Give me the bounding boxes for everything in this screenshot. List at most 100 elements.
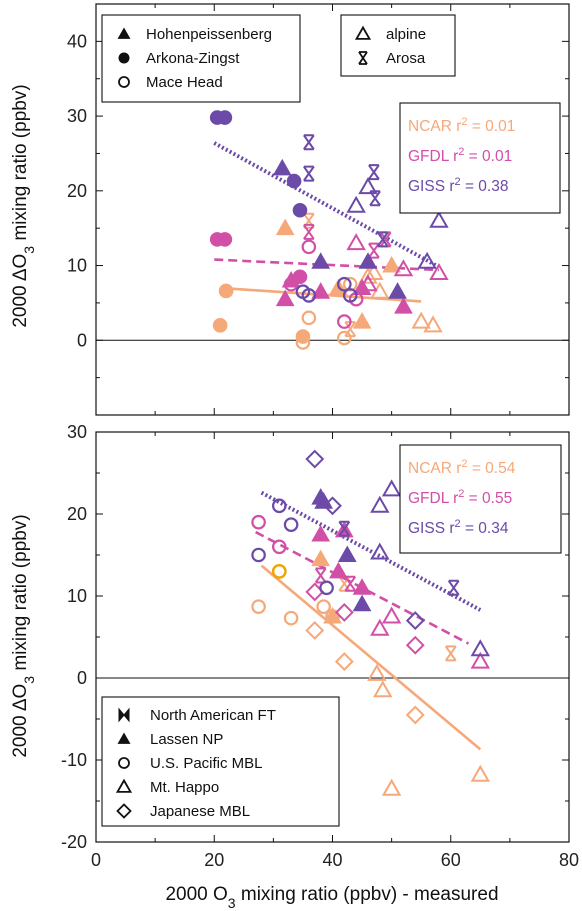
data-point-giss: [311, 252, 331, 269]
data-point-gfdl: [368, 242, 380, 259]
data-point-ncar: [271, 564, 287, 579]
type-legend-box: [340, 14, 456, 77]
stats-legend-box: [399, 444, 562, 554]
data-point-gfdl: [405, 635, 425, 655]
data-point-ncar: [218, 283, 234, 299]
data-point-gfdl: [217, 232, 233, 247]
legend-label: Arkona-Zingst: [146, 50, 240, 67]
data-point-gfdl: [352, 578, 372, 595]
legend-symbol: [118, 52, 130, 64]
data-point-ncar: [444, 645, 457, 662]
data-point-gfdl: [344, 575, 357, 592]
data-point-ncar: [470, 764, 491, 782]
data-point-giss: [376, 231, 389, 248]
data-point-giss: [388, 282, 407, 299]
data-point-ncar: [423, 315, 443, 333]
data-point-giss: [314, 492, 333, 509]
y-tick-label: 40: [67, 31, 87, 51]
data-point-giss: [370, 542, 390, 560]
x-tick-label: 20: [204, 850, 224, 870]
data-point-gfdl: [370, 618, 390, 636]
legend-symbol: [116, 803, 132, 819]
data-point-gfdl: [379, 231, 392, 248]
data-point-ncar: [334, 652, 354, 672]
x-tick-label: 40: [322, 850, 342, 870]
data-point-giss: [381, 479, 402, 497]
stats-entry-gfdl: GFDL r2 = 0.55: [408, 488, 512, 507]
stats-entry-giss: GISS r2 = 0.34: [408, 518, 509, 537]
data-point-gfdl: [470, 651, 491, 669]
site-legend-box: [101, 696, 340, 827]
plot-area: [251, 449, 491, 796]
data-point-ncar: [381, 778, 402, 796]
data-point-giss: [272, 158, 292, 176]
data-point-giss: [217, 110, 233, 125]
y-tick-label: 0: [77, 668, 87, 688]
legend-symbol: [117, 27, 131, 39]
fit-line-ncar: [260, 564, 482, 751]
legend-label: alpine: [386, 26, 426, 43]
y-tick-label: 30: [67, 106, 87, 126]
data-point-giss: [346, 195, 366, 213]
data-point-giss: [470, 639, 491, 657]
data-point-ncar: [301, 310, 317, 326]
data-point-giss: [447, 579, 460, 596]
data-point-giss: [369, 190, 381, 207]
bottom-panel: -20 -10 0 10 20 30 0 20 40 60 80 2000 ΔO3 mixing ra…: [10, 422, 579, 870]
data-point-ncar: [251, 599, 266, 614]
data-point-ncar: [305, 621, 325, 640]
data-point-giss: [323, 496, 342, 516]
data-point-giss: [337, 276, 352, 292]
data-point-ncar: [303, 212, 315, 229]
x-tick-label: 60: [441, 850, 461, 870]
top-panel: 0 10 20 30 40 2000 ΔO3 mixing ratio (ppbv) NCA…: [10, 3, 570, 416]
fit-line-giss: [213, 141, 440, 269]
data-point-gfdl: [311, 282, 331, 299]
data-point-gfdl: [275, 289, 295, 307]
data-point-gfdl: [358, 274, 378, 292]
data-point-gfdl: [393, 259, 414, 277]
y-axis-label: 2000 ΔO3 mixing ratio (ppbv): [10, 84, 37, 327]
y-tick-label: 20: [67, 504, 87, 524]
data-point-ncar: [283, 610, 299, 626]
data-point-ncar: [275, 218, 295, 236]
data-point-gfdl: [329, 561, 348, 579]
data-point-giss: [319, 580, 334, 596]
data-point-ncar: [295, 335, 311, 350]
data-point-ncar: [373, 680, 393, 698]
x-axis-label: 2000 O3 mixing ratio (ppbv) - measured: [165, 884, 498, 911]
data-point-ncar: [316, 599, 331, 614]
data-point-giss: [292, 202, 308, 218]
stats-legend-box: [399, 102, 561, 214]
data-point-gfdl: [283, 276, 299, 292]
data-point-ncar: [405, 705, 425, 725]
data-point-gfdl: [303, 223, 315, 240]
data-point-giss: [303, 134, 315, 151]
data-point-gfdl: [337, 314, 352, 329]
data-point-ncar: [358, 266, 378, 284]
data-point-giss: [337, 545, 357, 562]
legend-symbol: [118, 76, 130, 88]
data-point-ncar: [344, 321, 357, 338]
plot-area: [209, 110, 449, 350]
site-legend-box: [101, 14, 301, 103]
data-point-gfdl: [346, 233, 366, 251]
legend-label: North American FT: [150, 707, 276, 724]
legend-label: Arosa: [386, 50, 426, 67]
y-tick-label: -20: [61, 832, 87, 852]
data-point-gfdl: [311, 524, 331, 542]
stats-entry-gfdl: GFDL r2 = 0.01: [408, 146, 512, 165]
stats-entry-ncar: NCAR r2 = 0.54: [408, 458, 516, 477]
data-point-giss: [358, 177, 378, 195]
data-point-giss: [405, 611, 425, 631]
y-tick-label: 10: [67, 586, 87, 606]
y-tick-label: 30: [67, 422, 87, 442]
data-point-giss: [368, 164, 380, 181]
data-point-ncar: [352, 312, 372, 329]
data-point-giss: [338, 520, 351, 537]
data-point-giss: [342, 288, 358, 303]
data-point-gfdl: [314, 567, 327, 584]
data-point-ncar: [337, 330, 352, 346]
legend-label: Lassen NP: [150, 731, 223, 748]
